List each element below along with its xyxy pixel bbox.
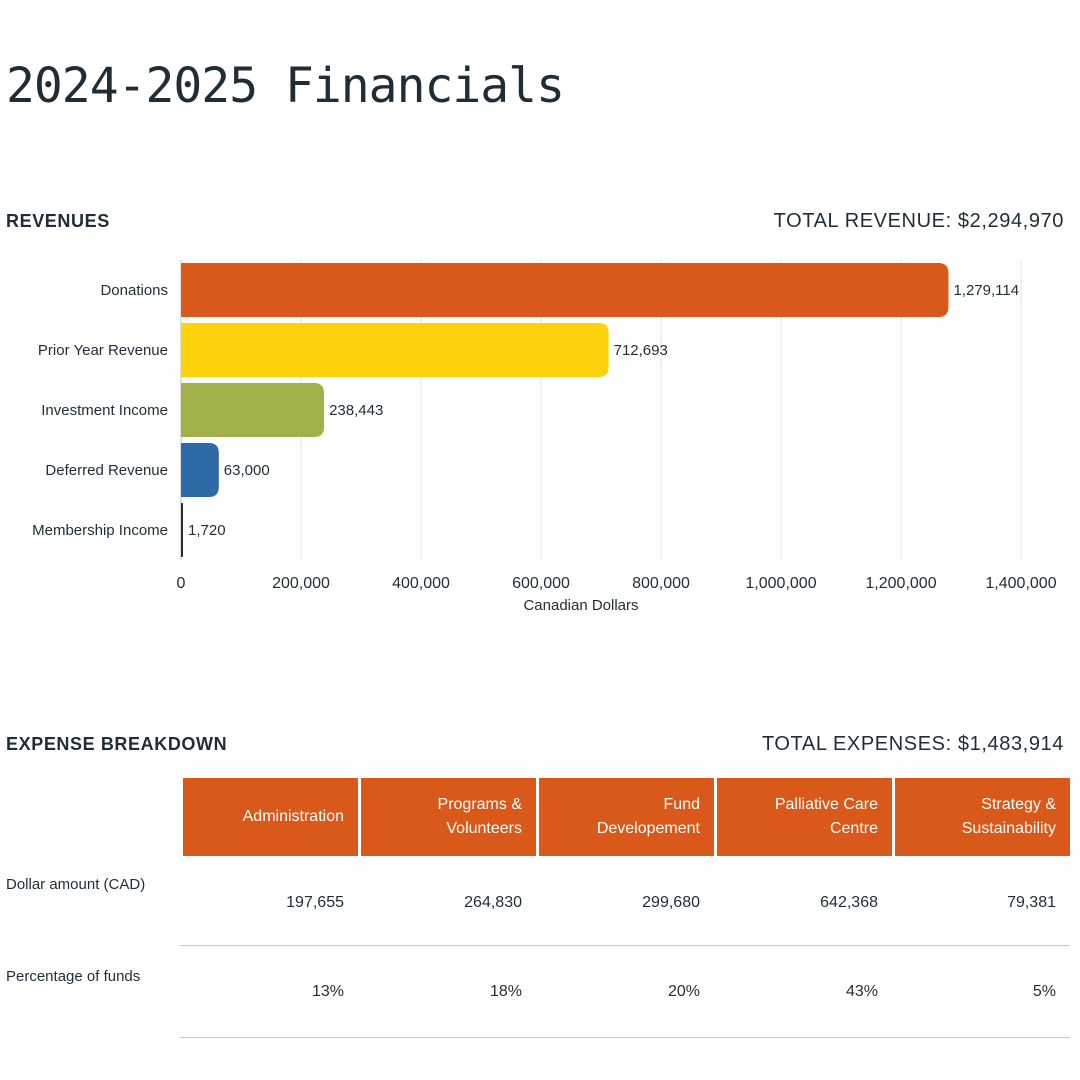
expenses-label: EXPENSE BREAKDOWN [6, 734, 228, 754]
column-header-line: Fund [663, 796, 700, 813]
total-revenue: TOTAL REVENUE: $2,294,970 [773, 210, 1064, 232]
category-label: Investment Income [41, 402, 168, 419]
column-header-line: Developement [596, 820, 700, 837]
column-header-line: Sustainability [961, 820, 1056, 837]
value-label: 238,443 [329, 402, 383, 419]
table-cell: 43% [714, 946, 892, 1038]
page-title: 2024-2025 Financials [6, 58, 565, 114]
table-cell: 197,655 [180, 856, 358, 946]
table-cell: 299,680 [536, 856, 714, 946]
x-tick-label: 1,000,000 [745, 575, 816, 592]
x-tick-label: 600,000 [512, 575, 570, 592]
revenues-label: REVENUES [6, 211, 110, 231]
table-cell: 642,368 [714, 856, 892, 946]
expense-table: Administration Programs & Volunteers Fund De… [0, 778, 1070, 1038]
expense-column-header: Administration [180, 778, 358, 856]
table-corner [0, 778, 180, 856]
category-label: Membership Income [32, 522, 168, 539]
column-header-line: Administration [242, 808, 344, 825]
expense-header-row: Administration Programs & Volunteers Fund De… [0, 778, 1070, 856]
bar-prior-year-revenue [181, 323, 609, 377]
table-cell: 20% [536, 946, 714, 1038]
table-cell: 18% [358, 946, 536, 1038]
bar-investment-income [181, 383, 325, 437]
column-header-line: Programs & [437, 796, 522, 813]
category-label: Donations [100, 282, 168, 299]
table-row: Percentage of funds 13% 18% 20% 43% 5% [0, 946, 1070, 1038]
x-tick-label: 1,400,000 [985, 575, 1056, 592]
column-header-line: Strategy & [981, 796, 1056, 813]
category-label: Prior Year Revenue [38, 342, 168, 359]
x-tick-label: 0 [177, 575, 186, 592]
column-header-line: Centre [829, 820, 878, 837]
expense-body: Dollar amount (CAD) 197,655 264,830 299,680… [0, 856, 1070, 1038]
expenses-header: EXPENSE BREAKDOWN TOTAL EXPENSES: $1,483… [6, 733, 1064, 756]
x-tick-label: 800,000 [632, 575, 690, 592]
column-header-line: Volunteers [446, 820, 522, 837]
value-label: 63,000 [224, 462, 270, 479]
revenues-header: REVENUES TOTAL REVENUE: $2,294,970 [6, 210, 1064, 233]
bar-deferred-revenue [181, 443, 219, 497]
row-label: Dollar amount (CAD) [6, 876, 146, 893]
value-label: 1,279,114 [953, 282, 1019, 299]
expense-column-header: Strategy & Sustainability [892, 778, 1070, 856]
bar-donations [181, 263, 949, 317]
expense-column-header: Fund Developement [536, 778, 714, 856]
table-cell: 13% [180, 946, 358, 1038]
x-tick-label: 400,000 [392, 575, 450, 592]
x-tick-label: 1,200,000 [865, 575, 936, 592]
column-header-line: Palliative Care [774, 796, 878, 813]
revenue-bar-chart: Donations 1,279,114 Prior Year Revenue 712,… [32, 260, 1057, 614]
table-cell: 5% [892, 946, 1070, 1038]
expense-column-header: Palliative Care Centre [714, 778, 892, 856]
expense-column-header: Programs & Volunteers [358, 778, 536, 856]
table-cell: 79,381 [892, 856, 1070, 946]
x-axis-title: Canadian Dollars [523, 597, 638, 614]
table-row: Dollar amount (CAD) 197,655 264,830 299,680… [0, 856, 1070, 946]
category-label: Deferred Revenue [45, 462, 168, 479]
value-label: 712,693 [614, 342, 668, 359]
bar-membership-income [181, 503, 183, 557]
table-cell: 264,830 [358, 856, 536, 946]
value-label: 1,720 [188, 522, 226, 539]
row-label: Percentage of funds [6, 968, 141, 985]
total-expenses: TOTAL EXPENSES: $1,483,914 [761, 733, 1064, 755]
x-tick-label: 200,000 [272, 575, 330, 592]
